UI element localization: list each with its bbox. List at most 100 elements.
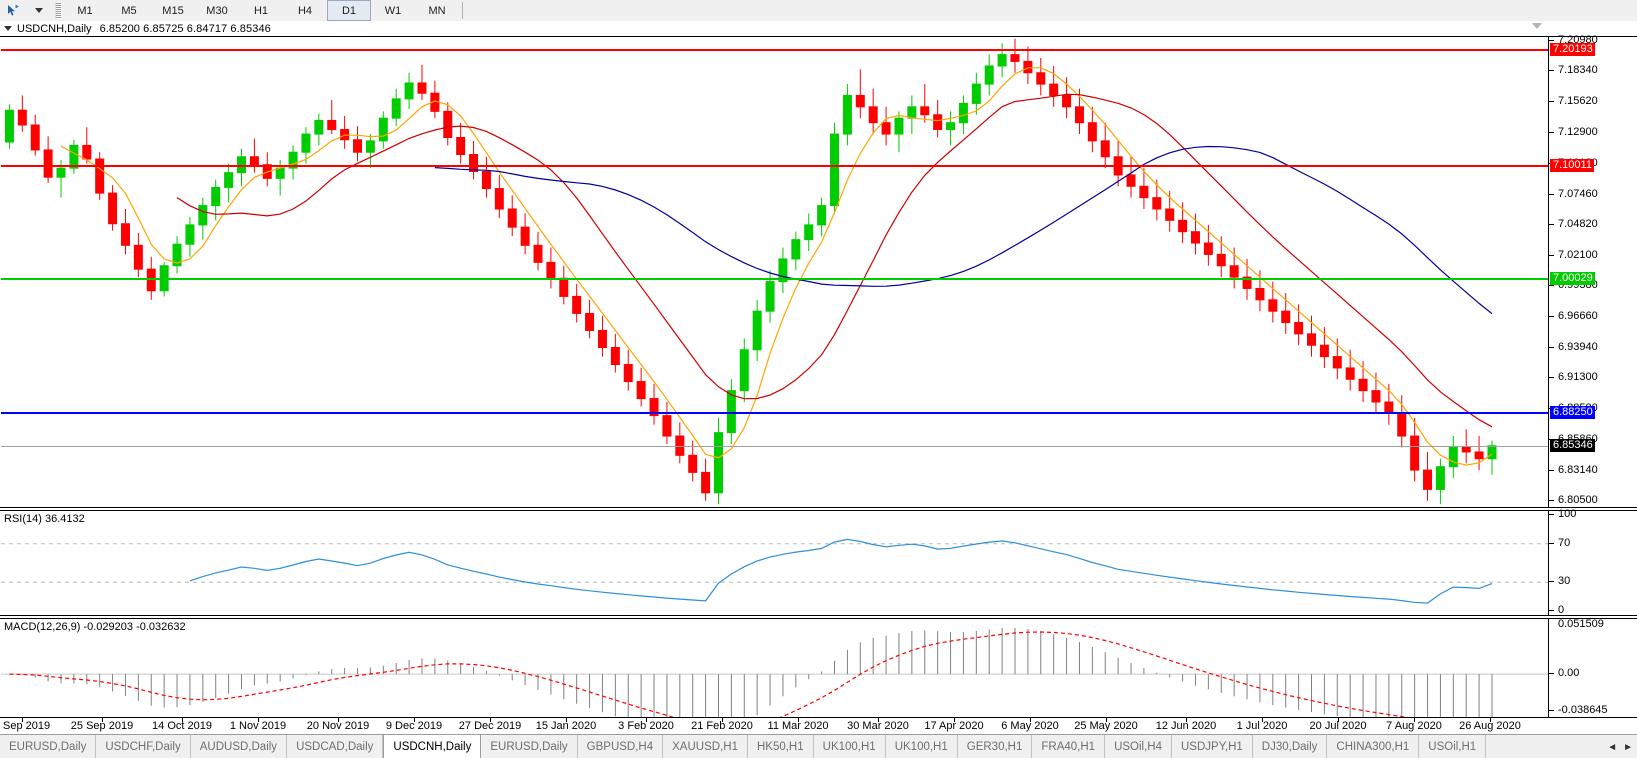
chart-tab-gbpusd-h4[interactable]: GBPUSD,H4	[577, 735, 664, 758]
arrow-right-icon[interactable]: ►	[1623, 741, 1633, 753]
chart-tab-hk50-h1[interactable]: HK50,H1	[747, 735, 814, 758]
timeframe-toolbar: M1 M5 M15 M30 H1 H4 D1 W1 MN	[0, 0, 1637, 22]
chart-tab-usdjpy-h1[interactable]: USDJPY,H1	[1172, 735, 1253, 758]
date-axis-label: 6 Sep 2019	[0, 720, 51, 732]
rsi-scale-axis[interactable]: 100 70 30 0	[1548, 508, 1637, 617]
chart-tab-usoil-h4[interactable]: USOil,H4	[1105, 735, 1172, 758]
price-level-badge-resistance-mid[interactable]: 7.10011	[1550, 158, 1594, 172]
date-tick-mark	[1262, 718, 1263, 722]
pane-collapse-marker[interactable]	[1532, 23, 1542, 29]
rsi-tick-label: 0	[1549, 604, 1564, 617]
price-tick-label: 7.18340	[1549, 64, 1598, 77]
macd-tick-label: 0.051509	[1558, 618, 1604, 631]
rsi-title: RSI(14) 36.4132	[4, 513, 85, 525]
date-tick-mark	[22, 718, 23, 722]
date-axis-label: 1 Nov 2019	[229, 720, 287, 732]
chart-tab-uk100-h1[interactable]: UK100,H1	[885, 735, 958, 758]
timeframe-button-mn[interactable]: MN	[428, 4, 446, 17]
arrow-left-icon[interactable]: ◄	[1607, 741, 1618, 753]
price-tick-label: 7.15620	[1549, 95, 1598, 108]
level-line-resistance-mid[interactable]	[1, 164, 1548, 167]
chart-tab-xauusd-h1[interactable]: XAUUSD,H1	[663, 735, 748, 758]
date-axis-label: 12 Jun 2020	[1155, 720, 1217, 732]
level-line-support-green[interactable]	[1, 278, 1548, 281]
chart-tab-eurusd-daily[interactable]: EURUSD,Daily	[0, 735, 97, 758]
timeframe-button-w1[interactable]: W1	[384, 4, 402, 17]
timeframe-button-d1[interactable]: D1	[327, 0, 371, 21]
price-tick-label: 7.04820	[1549, 218, 1598, 231]
chart-tab-fra40-h1[interactable]: FRA40,H1	[1032, 735, 1106, 758]
chart-info-header: USDCNH,Daily 6.85200 6.85725 6.84717 6.8…	[0, 21, 1637, 36]
toolbar-separator	[462, 2, 463, 19]
date-axis-label: 7 Aug 2020	[1386, 720, 1442, 732]
date-axis[interactable]: 6 Sep 2019 25 Sep 2019 14 Oct 2019 1 Nov 20…	[0, 718, 1637, 735]
chart-symbol-label: USDCNH,Daily	[17, 22, 92, 35]
chart-tab-usdcad-daily[interactable]: USDCAD,Daily	[287, 735, 384, 758]
date-tick-mark	[878, 718, 879, 722]
timeframe-button-group: M1 M5 M15 M30 H1 H4 D1 W1 MN	[63, 0, 459, 21]
rsi-plot-area[interactable]	[1, 511, 1548, 615]
chart-tab-eurusd-daily[interactable]: EURUSD,Daily	[481, 735, 578, 758]
price-level-badge-resistance-upper[interactable]: 7.20193	[1550, 43, 1595, 57]
chart-tab-ger30-h1[interactable]: GER30,H1	[957, 735, 1033, 758]
date-tick-mark	[490, 718, 491, 722]
price-level-badge-support-blue[interactable]: 6.88250	[1550, 405, 1595, 419]
date-tick-mark	[566, 718, 567, 722]
date-axis-label: 20 Jul 2020	[1309, 720, 1367, 732]
timeframe-button-h1[interactable]: H1	[253, 4, 269, 17]
price-tick-label: 6.83140	[1549, 464, 1598, 477]
date-axis-label: 17 Apr 2020	[924, 720, 984, 732]
level-line-resistance-upper[interactable]	[1, 49, 1548, 52]
price-plot-area[interactable]	[1, 37, 1548, 507]
macd-plot-area[interactable]	[1, 619, 1548, 717]
chart-tab-bar: EURUSD,Daily USDCHF,Daily AUDUSD,Daily USDC…	[0, 734, 1637, 758]
chevron-down-glyph	[35, 8, 43, 13]
chevron-down-icon[interactable]	[26, 1, 52, 21]
price-scale-axis[interactable]: 7.209807.183407.156207.129007.101807.074…	[1548, 34, 1637, 507]
crosshair-cursor-icon[interactable]	[0, 1, 26, 21]
timeframe-button-m30[interactable]: M30	[206, 4, 228, 17]
date-tick-mark	[646, 718, 647, 722]
price-pane: 7.209807.183407.156207.129007.101807.074…	[0, 34, 1637, 508]
rsi-tick-label: 100	[1549, 508, 1576, 521]
chart-tab-uk100-h1[interactable]: UK100,H1	[813, 735, 886, 758]
price-level-badge-support-green[interactable]: 7.00029	[1550, 272, 1595, 286]
chart-area: USDCNH,Daily 6.85200 6.85725 6.84717 6.8…	[0, 21, 1637, 735]
date-tick-mark	[338, 718, 339, 722]
date-axis-label: 11 Mar 2020	[767, 720, 829, 732]
price-tick-label: 6.96660	[1549, 310, 1598, 323]
rsi-tick-label: 30	[1549, 575, 1570, 588]
chart-tab-usdcnh-daily[interactable]: USDCNH,Daily	[383, 735, 482, 758]
price-tick-label: 6.93940	[1549, 341, 1598, 354]
toolbar-drag-handle[interactable]	[55, 2, 61, 19]
rsi-pane: RSI(14) 36.4132 100 70 30 0	[0, 508, 1637, 617]
macd-tick-label: -0.038645	[1549, 704, 1608, 717]
level-line-support-blue[interactable]	[1, 411, 1548, 414]
chart-collapse-icon[interactable]	[4, 26, 12, 31]
date-axis-label: 15 Jan 2020	[535, 720, 597, 732]
date-tick-mark	[182, 718, 183, 722]
timeframe-button-h4[interactable]: H4	[297, 4, 313, 17]
date-axis-label: 6 May 2020	[1001, 720, 1059, 732]
chart-tab-china300-h1[interactable]: CHINA300,H1	[1327, 735, 1420, 758]
chart-tab-dj30-daily[interactable]: DJ30,Daily	[1252, 735, 1328, 758]
tab-scroll-controls: ◄ ►	[1603, 735, 1637, 758]
price-level-badge-current-price[interactable]: 6.85346	[1550, 438, 1595, 452]
timeframe-button-m5[interactable]: M5	[121, 4, 137, 17]
level-line-current-price[interactable]	[1, 445, 1548, 447]
date-tick-mark	[1490, 718, 1491, 722]
timeframe-button-m15[interactable]: M15	[162, 4, 184, 17]
candlestick-chart	[4, 38, 1497, 505]
chart-tab-usdchf-daily[interactable]: USDCHF,Daily	[96, 735, 191, 758]
macd-scale-axis[interactable]: 0.051509 0.00 -0.038645	[1548, 618, 1637, 717]
timeframe-button-m1[interactable]: M1	[77, 4, 93, 17]
rsi-line-chart	[1, 538, 1548, 604]
chart-tab-audusd-daily[interactable]: AUDUSD,Daily	[190, 735, 288, 758]
rsi-tick-label: 70	[1549, 537, 1570, 550]
chart-tab-usoil-h1[interactable]: USOil,H1	[1419, 735, 1487, 758]
date-axis-label: 30 Mar 2020	[847, 720, 909, 732]
date-tick-mark	[954, 718, 955, 722]
date-tick-mark	[722, 718, 723, 722]
price-tick-label: 7.12900	[1549, 126, 1598, 139]
